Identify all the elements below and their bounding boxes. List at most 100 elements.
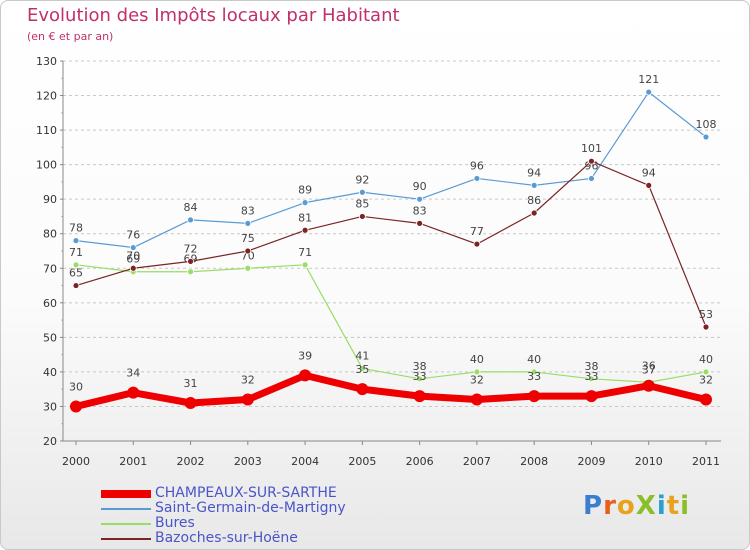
y-tick-label: 90 [43,193,57,206]
data-point [702,368,710,376]
x-tick-label: 2010 [635,455,663,468]
data-label: 33 [527,370,541,383]
y-tick-label: 50 [43,331,57,344]
data-label: 36 [642,360,656,373]
data-label: 71 [298,246,312,259]
legend-item: CHAMPEAUX-SUR-SARTHE [101,485,431,501]
data-label: 70 [241,249,255,262]
data-point [244,264,252,272]
y-tick-label: 70 [43,262,57,275]
chart-title: Evolution des Impôts locaux par Habitant [27,5,400,26]
data-point [530,368,538,376]
chart-legend: CHAMPEAUX-SUR-SARTHE Saint-Germain-de-Mar… [101,485,431,546]
data-label: 40 [699,353,713,366]
logo-letter: P [583,491,604,521]
data-point [530,181,538,189]
logo-letter: o [616,491,636,521]
data-label: 90 [413,180,427,193]
plot-area [63,61,721,441]
data-point [528,390,541,403]
data-point [187,216,194,224]
data-point [416,219,424,227]
data-label: 94 [642,166,656,179]
data-point [72,237,80,245]
data-label: 121 [638,73,659,86]
data-label: 32 [241,374,255,387]
y-tick-label: 30 [43,400,57,413]
x-tick-label: 2002 [177,455,205,468]
legend-item: Saint-Germain-de-Martigny [101,500,431,516]
x-tick-label: 2008 [520,455,548,468]
data-label: 72 [184,242,198,255]
legend-label: Bures [155,515,195,531]
y-tick-label: 120 [36,90,57,103]
data-label: 33 [413,370,427,383]
y-tick-label: 110 [36,124,57,137]
data-label: 83 [413,204,427,217]
series-line-0 [72,371,710,410]
series-line-1 [75,91,707,249]
x-tick-label: 2011 [692,455,720,468]
data-label: 33 [584,370,598,383]
legend-swatch [101,522,151,525]
logo-letter: t [666,491,681,521]
data-label: 35 [355,363,369,376]
data-label: 37 [642,363,656,376]
data-label: 34 [126,367,140,380]
data-label: 41 [355,349,369,362]
x-tick-label: 2004 [291,455,319,468]
data-point [244,247,252,255]
data-label: 101 [581,142,602,155]
logo-letter: i [656,491,667,521]
x-tick-label: 2001 [119,455,147,468]
data-point [700,393,712,406]
data-point [473,368,481,376]
y-tick-label: 20 [43,435,57,448]
data-point [416,195,424,203]
data-label: 31 [184,377,198,390]
logo-letter: X [635,491,657,521]
legend-swatch [101,507,151,510]
data-point [530,209,538,217]
legend-label: Saint-Germain-de-Martigny [155,500,346,516]
data-point [358,188,366,196]
data-label: 65 [69,267,83,280]
data-label: 84 [184,201,198,214]
data-label: 85 [355,197,369,210]
y-tick-label: 40 [43,366,57,379]
data-label: 92 [355,173,369,186]
data-point [642,379,655,392]
data-label: 86 [527,194,541,207]
data-point [473,240,481,248]
legend-label: Bazoches-sur-Hoëne [155,530,298,546]
data-point [187,268,194,276]
data-point [72,261,80,269]
x-tick-label: 2009 [577,455,605,468]
data-label: 38 [413,360,427,373]
data-label: 81 [298,211,312,224]
data-label: 32 [470,374,484,387]
data-label: 71 [69,246,83,259]
legend-item: Bazoches-sur-Hoëne [101,530,431,546]
legend-item: Bures [101,515,431,531]
data-point [301,226,309,234]
data-label: 89 [298,184,312,197]
data-point [588,157,595,165]
data-label: 32 [699,374,713,387]
series-line-3 [75,160,707,328]
logo-letter: i [680,491,691,521]
data-label: 70 [126,249,140,262]
y-tick-label: 80 [43,228,57,241]
data-point [129,264,137,272]
data-label: 108 [696,118,717,131]
legend-label: CHAMPEAUX-SUR-SARTHE [155,485,337,501]
data-point [588,175,595,182]
data-label: 53 [699,308,713,321]
data-point [299,369,312,382]
logo-letter: r [603,491,617,521]
y-tick-label: 60 [43,297,57,310]
y-tick-label: 100 [36,159,57,172]
x-tick-label: 2000 [62,455,90,468]
data-label: 94 [527,166,541,179]
data-label: 96 [470,159,484,172]
